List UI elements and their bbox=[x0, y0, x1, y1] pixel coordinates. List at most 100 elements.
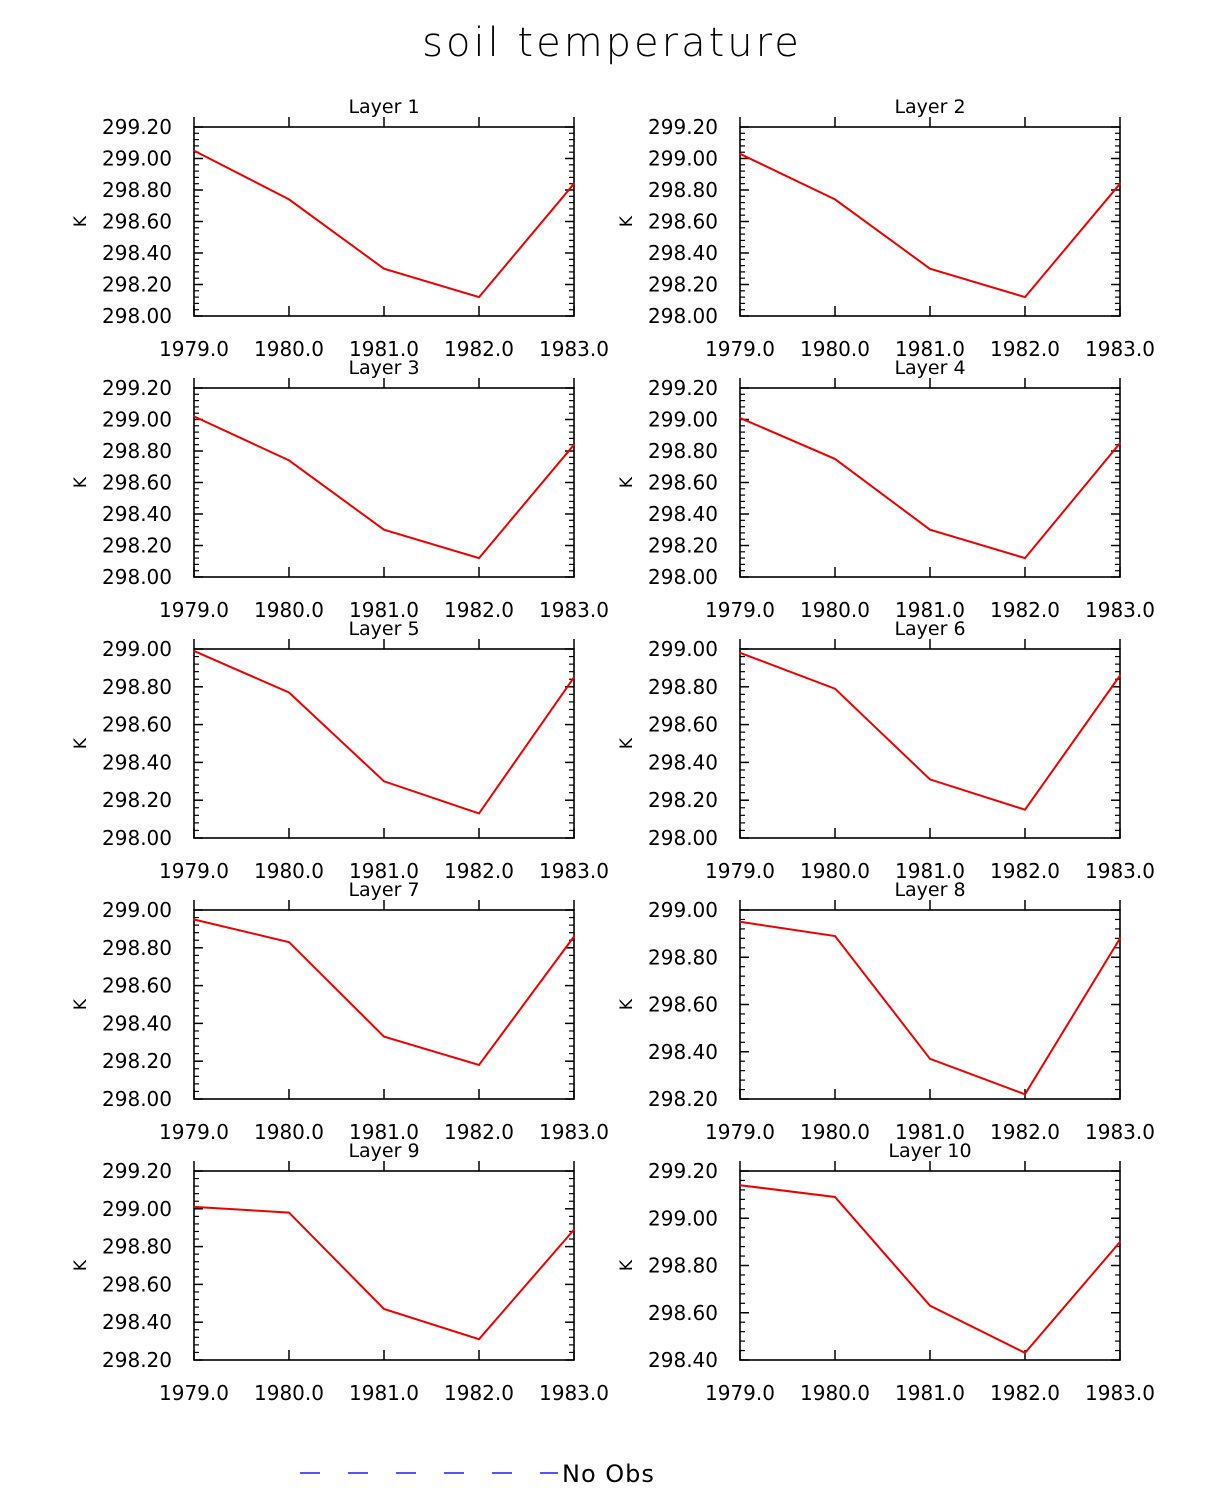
y-tick-label: 299.00 bbox=[648, 637, 718, 661]
y-axis-label: K bbox=[617, 215, 637, 227]
y-tick-label: 299.00 bbox=[102, 898, 172, 922]
chart-panel-2: Layer 2 K 298.00 298.20 298.40 298.60 298.80 29… bbox=[617, 96, 1155, 361]
plot-frame bbox=[193, 1170, 575, 1361]
x-tick-label: 1979.0 bbox=[159, 1120, 229, 1144]
series-line bbox=[193, 649, 575, 815]
x-tick-label: 1979.0 bbox=[705, 859, 775, 883]
chart-panel-6: Layer 6 K 298.00 298.20 298.40 298.60 298.80 29… bbox=[617, 618, 1155, 883]
data-point bbox=[383, 780, 385, 783]
legend-label: No Obs bbox=[562, 1460, 655, 1488]
x-tick-label: 1982.0 bbox=[444, 337, 514, 361]
x-tick-label: 1981.0 bbox=[349, 859, 419, 883]
y-tick-label: 298.00 bbox=[102, 826, 172, 850]
plot-frame bbox=[193, 648, 575, 839]
y-tick-label: 299.20 bbox=[648, 115, 718, 139]
y-tick-label: 298.40 bbox=[102, 502, 172, 526]
plot-frame bbox=[739, 648, 1121, 839]
x-tick-label: 1979.0 bbox=[705, 1381, 775, 1405]
x-tick-label: 1983.0 bbox=[539, 598, 609, 622]
y-tick-label: 298.80 bbox=[648, 178, 718, 202]
x-tick-label: 1983.0 bbox=[539, 337, 609, 361]
y-tick-label: 299.20 bbox=[102, 1159, 172, 1183]
y-axis-label: K bbox=[617, 998, 637, 1010]
y-tick-label: 298.80 bbox=[102, 1235, 172, 1259]
y-tick-label: 299.00 bbox=[102, 1197, 172, 1221]
data-point bbox=[573, 676, 575, 679]
x-tick-label: 1980.0 bbox=[800, 1120, 870, 1144]
y-tick-label: 298.80 bbox=[102, 936, 172, 960]
chart-panel-4: Layer 4 K 298.00 298.20 298.40 298.60 298.80 29… bbox=[617, 357, 1155, 622]
chart-title: Layer 1 bbox=[348, 96, 419, 118]
y-tick-label: 298.80 bbox=[648, 1254, 718, 1278]
data-point bbox=[739, 651, 741, 654]
data-point bbox=[288, 459, 290, 462]
data-point bbox=[288, 198, 290, 201]
x-tick-label: 1979.0 bbox=[159, 859, 229, 883]
data-point bbox=[1119, 442, 1121, 444]
data-point bbox=[1024, 1093, 1026, 1096]
data-point bbox=[1024, 1352, 1026, 1354]
y-tick-label: 298.80 bbox=[102, 439, 172, 463]
y-tick-label: 298.40 bbox=[648, 1040, 718, 1064]
chart-title: Layer 8 bbox=[894, 879, 965, 901]
x-tick-label: 1980.0 bbox=[254, 1381, 324, 1405]
y-tick-label: 298.60 bbox=[648, 1301, 718, 1325]
x-tick-label: 1979.0 bbox=[705, 337, 775, 361]
y-tick-label: 298.00 bbox=[102, 565, 172, 589]
x-tick-label: 1983.0 bbox=[539, 859, 609, 883]
data-point bbox=[929, 267, 931, 270]
y-tick-label: 298.20 bbox=[102, 534, 172, 558]
data-point bbox=[383, 267, 385, 270]
y-tick-label: 299.00 bbox=[102, 408, 172, 432]
data-point bbox=[739, 921, 741, 923]
y-tick-label: 298.80 bbox=[648, 675, 718, 699]
y-tick-label: 299.20 bbox=[648, 376, 718, 400]
y-tick-label: 298.20 bbox=[102, 273, 172, 297]
chart-title: Layer 6 bbox=[894, 618, 965, 640]
y-tick-label: 298.00 bbox=[648, 565, 718, 589]
x-tick-label: 1982.0 bbox=[990, 337, 1060, 361]
x-tick-label: 1982.0 bbox=[990, 598, 1060, 622]
data-point bbox=[383, 528, 385, 531]
y-tick-label: 298.60 bbox=[102, 471, 172, 495]
x-tick-label: 1980.0 bbox=[800, 859, 870, 883]
y-tick-label: 298.40 bbox=[102, 750, 172, 774]
y-tick-label: 299.00 bbox=[648, 408, 718, 432]
data-point bbox=[193, 918, 195, 921]
x-tick-label: 1982.0 bbox=[444, 598, 514, 622]
x-tick-label: 1981.0 bbox=[349, 598, 419, 622]
chart-panel-10: Layer 10 K 298.40 298.60 298.80 299.00 299.20 1… bbox=[617, 1140, 1155, 1405]
x-tick-label: 1979.0 bbox=[159, 598, 229, 622]
y-tick-label: 299.20 bbox=[648, 1159, 718, 1183]
data-point bbox=[478, 812, 480, 815]
x-tick-label: 1979.0 bbox=[705, 598, 775, 622]
x-tick-label: 1981.0 bbox=[349, 337, 419, 361]
series-line bbox=[739, 920, 1121, 1096]
data-point bbox=[193, 149, 195, 152]
y-tick-label: 298.60 bbox=[102, 210, 172, 234]
chart-title: Layer 9 bbox=[348, 1140, 419, 1162]
figure-title: soil temperature bbox=[422, 20, 802, 66]
y-tick-label: 299.00 bbox=[648, 898, 718, 922]
y-tick-label: 298.20 bbox=[102, 1049, 172, 1073]
data-point bbox=[478, 557, 480, 559]
x-tick-label: 1980.0 bbox=[254, 598, 324, 622]
x-tick-label: 1983.0 bbox=[1085, 1120, 1155, 1144]
y-tick-label: 298.00 bbox=[102, 1087, 172, 1111]
plot-frame bbox=[739, 1170, 1121, 1361]
data-point bbox=[573, 935, 575, 938]
y-tick-label: 298.20 bbox=[648, 788, 718, 812]
series-line bbox=[193, 918, 575, 1067]
y-tick-label: 298.60 bbox=[648, 210, 718, 234]
y-axis-label: K bbox=[617, 1259, 637, 1271]
y-tick-label: 298.40 bbox=[102, 1011, 172, 1035]
y-tick-label: 298.20 bbox=[648, 1087, 718, 1111]
y-tick-label: 298.00 bbox=[102, 304, 172, 328]
y-tick-label: 298.20 bbox=[102, 788, 172, 812]
data-point bbox=[929, 1058, 931, 1060]
y-tick-label: 298.20 bbox=[648, 534, 718, 558]
y-tick-label: 298.40 bbox=[648, 1348, 718, 1372]
series-line bbox=[739, 416, 1121, 560]
data-point bbox=[193, 415, 195, 418]
